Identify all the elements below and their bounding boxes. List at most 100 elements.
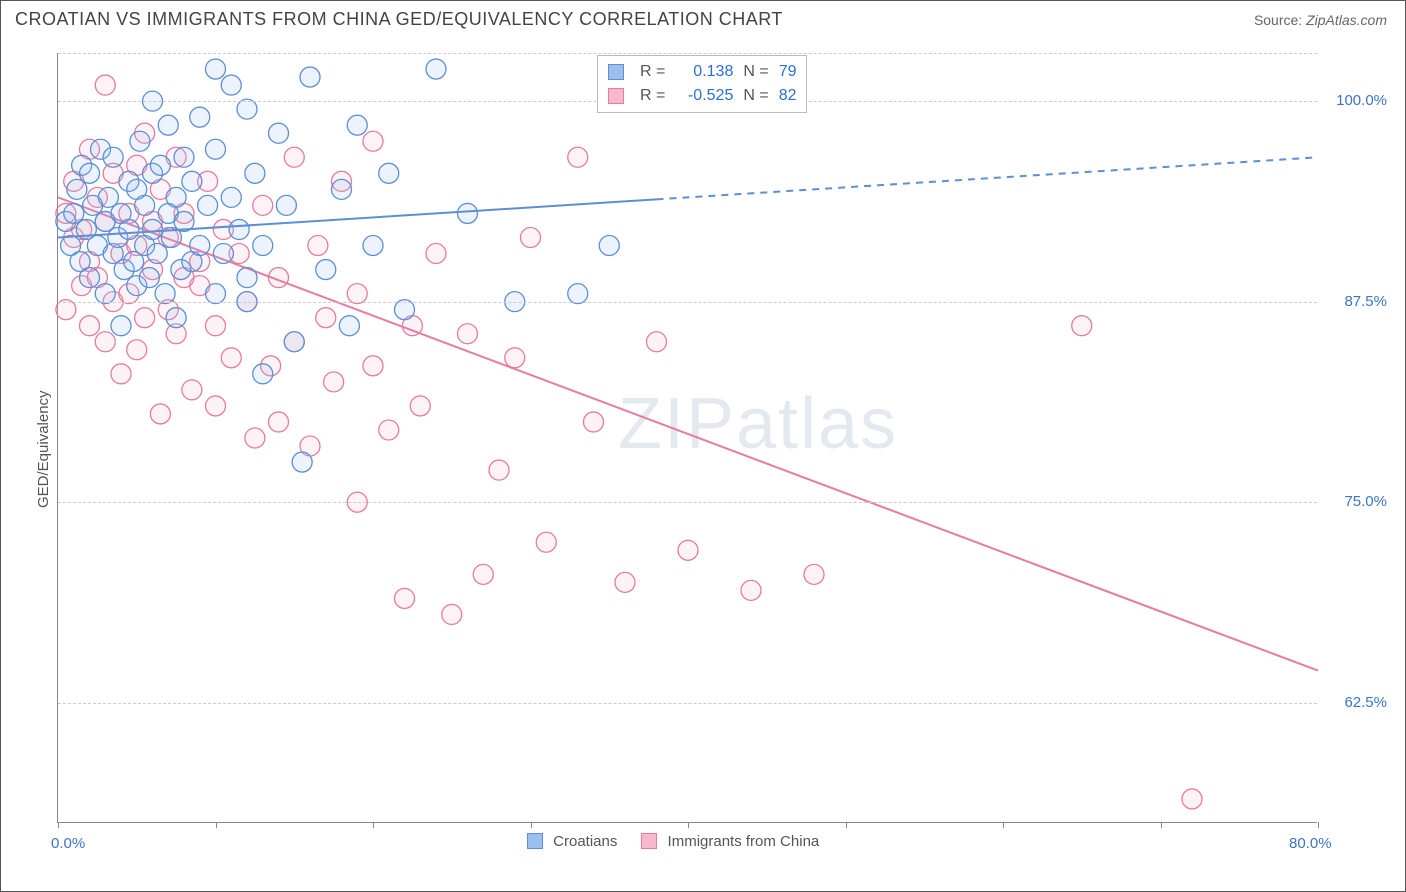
data-point bbox=[473, 564, 493, 584]
data-point bbox=[426, 59, 446, 79]
stats-n-b: 82 bbox=[779, 84, 797, 108]
data-point bbox=[206, 316, 226, 336]
data-point bbox=[269, 123, 289, 143]
data-point bbox=[221, 348, 241, 368]
data-point bbox=[213, 244, 233, 264]
data-point bbox=[458, 324, 478, 344]
data-point bbox=[119, 219, 139, 239]
stats-row-a: R = 0.138 N = 79 bbox=[608, 60, 796, 84]
legend-item-b: Immigrants from China bbox=[641, 833, 819, 850]
data-point bbox=[127, 340, 147, 360]
y-gridline bbox=[58, 502, 1317, 503]
data-point bbox=[269, 412, 289, 432]
data-point bbox=[206, 139, 226, 159]
x-tick bbox=[58, 822, 59, 828]
data-point bbox=[245, 428, 265, 448]
y-tick-label: 75.0% bbox=[1327, 493, 1387, 510]
data-point bbox=[316, 308, 336, 328]
y-tick-label: 100.0% bbox=[1327, 92, 1387, 109]
data-point bbox=[568, 147, 588, 167]
data-point bbox=[324, 372, 344, 392]
data-point bbox=[253, 195, 273, 215]
legend-label-a: Croatians bbox=[553, 833, 617, 850]
x-axis-min-label: 0.0% bbox=[51, 835, 85, 852]
x-axis-max-label: 80.0% bbox=[1289, 835, 1332, 852]
series-legend: Croatians Immigrants from China bbox=[527, 833, 819, 850]
data-point bbox=[95, 75, 115, 95]
plot-area: ZIPatlas 62.5%75.0%87.5%100.0% bbox=[57, 53, 1317, 823]
data-point bbox=[284, 332, 304, 352]
data-point bbox=[347, 284, 367, 304]
legend-item-a: Croatians bbox=[527, 833, 617, 850]
x-tick bbox=[1161, 822, 1162, 828]
data-point bbox=[426, 244, 446, 264]
data-point bbox=[95, 284, 115, 304]
data-point bbox=[308, 236, 328, 256]
data-point bbox=[395, 588, 415, 608]
data-point bbox=[647, 332, 667, 352]
data-point bbox=[284, 147, 304, 167]
data-point bbox=[1072, 316, 1092, 336]
data-point bbox=[150, 155, 170, 175]
legend-label-b: Immigrants from China bbox=[668, 833, 820, 850]
y-axis-title: GED/Equivalency bbox=[35, 390, 52, 508]
data-point bbox=[332, 179, 352, 199]
data-point bbox=[316, 260, 336, 280]
data-point bbox=[237, 99, 257, 119]
data-point bbox=[143, 219, 163, 239]
data-point bbox=[182, 171, 202, 191]
data-point bbox=[103, 147, 123, 167]
data-point bbox=[95, 332, 115, 352]
data-point bbox=[568, 284, 588, 304]
chart-svg-layer bbox=[58, 53, 1318, 823]
data-point bbox=[804, 564, 824, 584]
data-point bbox=[130, 131, 150, 151]
x-tick bbox=[373, 822, 374, 828]
data-point bbox=[741, 580, 761, 600]
data-point bbox=[489, 460, 509, 480]
data-point bbox=[190, 107, 210, 127]
chart-title: CROATIAN VS IMMIGRANTS FROM CHINA GED/EQ… bbox=[15, 9, 783, 30]
data-point bbox=[135, 308, 155, 328]
data-point bbox=[174, 147, 194, 167]
data-point bbox=[182, 380, 202, 400]
data-point bbox=[615, 572, 635, 592]
data-point bbox=[505, 348, 525, 368]
data-point bbox=[584, 412, 604, 432]
x-tick bbox=[1318, 822, 1319, 828]
y-tick-label: 62.5% bbox=[1327, 694, 1387, 711]
data-point bbox=[80, 163, 100, 183]
data-point bbox=[253, 236, 273, 256]
x-tick bbox=[1003, 822, 1004, 828]
legend-swatch-b bbox=[641, 833, 657, 849]
data-point bbox=[379, 163, 399, 183]
data-point bbox=[245, 163, 265, 183]
data-point bbox=[363, 356, 383, 376]
stats-swatch-b bbox=[608, 88, 624, 104]
data-point bbox=[237, 268, 257, 288]
data-point bbox=[1182, 789, 1202, 809]
data-point bbox=[253, 364, 273, 384]
data-point bbox=[521, 227, 541, 247]
data-point bbox=[458, 203, 478, 223]
data-point bbox=[221, 187, 241, 207]
data-point bbox=[150, 404, 170, 424]
trend-line-extrapolated bbox=[657, 157, 1319, 199]
data-point bbox=[155, 284, 175, 304]
data-point bbox=[158, 115, 178, 135]
data-point bbox=[292, 452, 312, 472]
data-point bbox=[229, 219, 249, 239]
data-point bbox=[111, 364, 131, 384]
stats-n-a: 79 bbox=[779, 60, 797, 84]
data-point bbox=[339, 316, 359, 336]
y-gridline bbox=[58, 703, 1317, 704]
data-point bbox=[221, 75, 241, 95]
data-point bbox=[56, 300, 76, 320]
chart-source: Source: ZipAtlas.com bbox=[1254, 12, 1387, 28]
x-tick bbox=[688, 822, 689, 828]
data-point bbox=[276, 195, 296, 215]
stats-row-b: R = -0.525 N = 82 bbox=[608, 84, 796, 108]
data-point bbox=[166, 187, 186, 207]
stats-r-a: 0.138 bbox=[675, 60, 733, 84]
data-point bbox=[536, 532, 556, 552]
